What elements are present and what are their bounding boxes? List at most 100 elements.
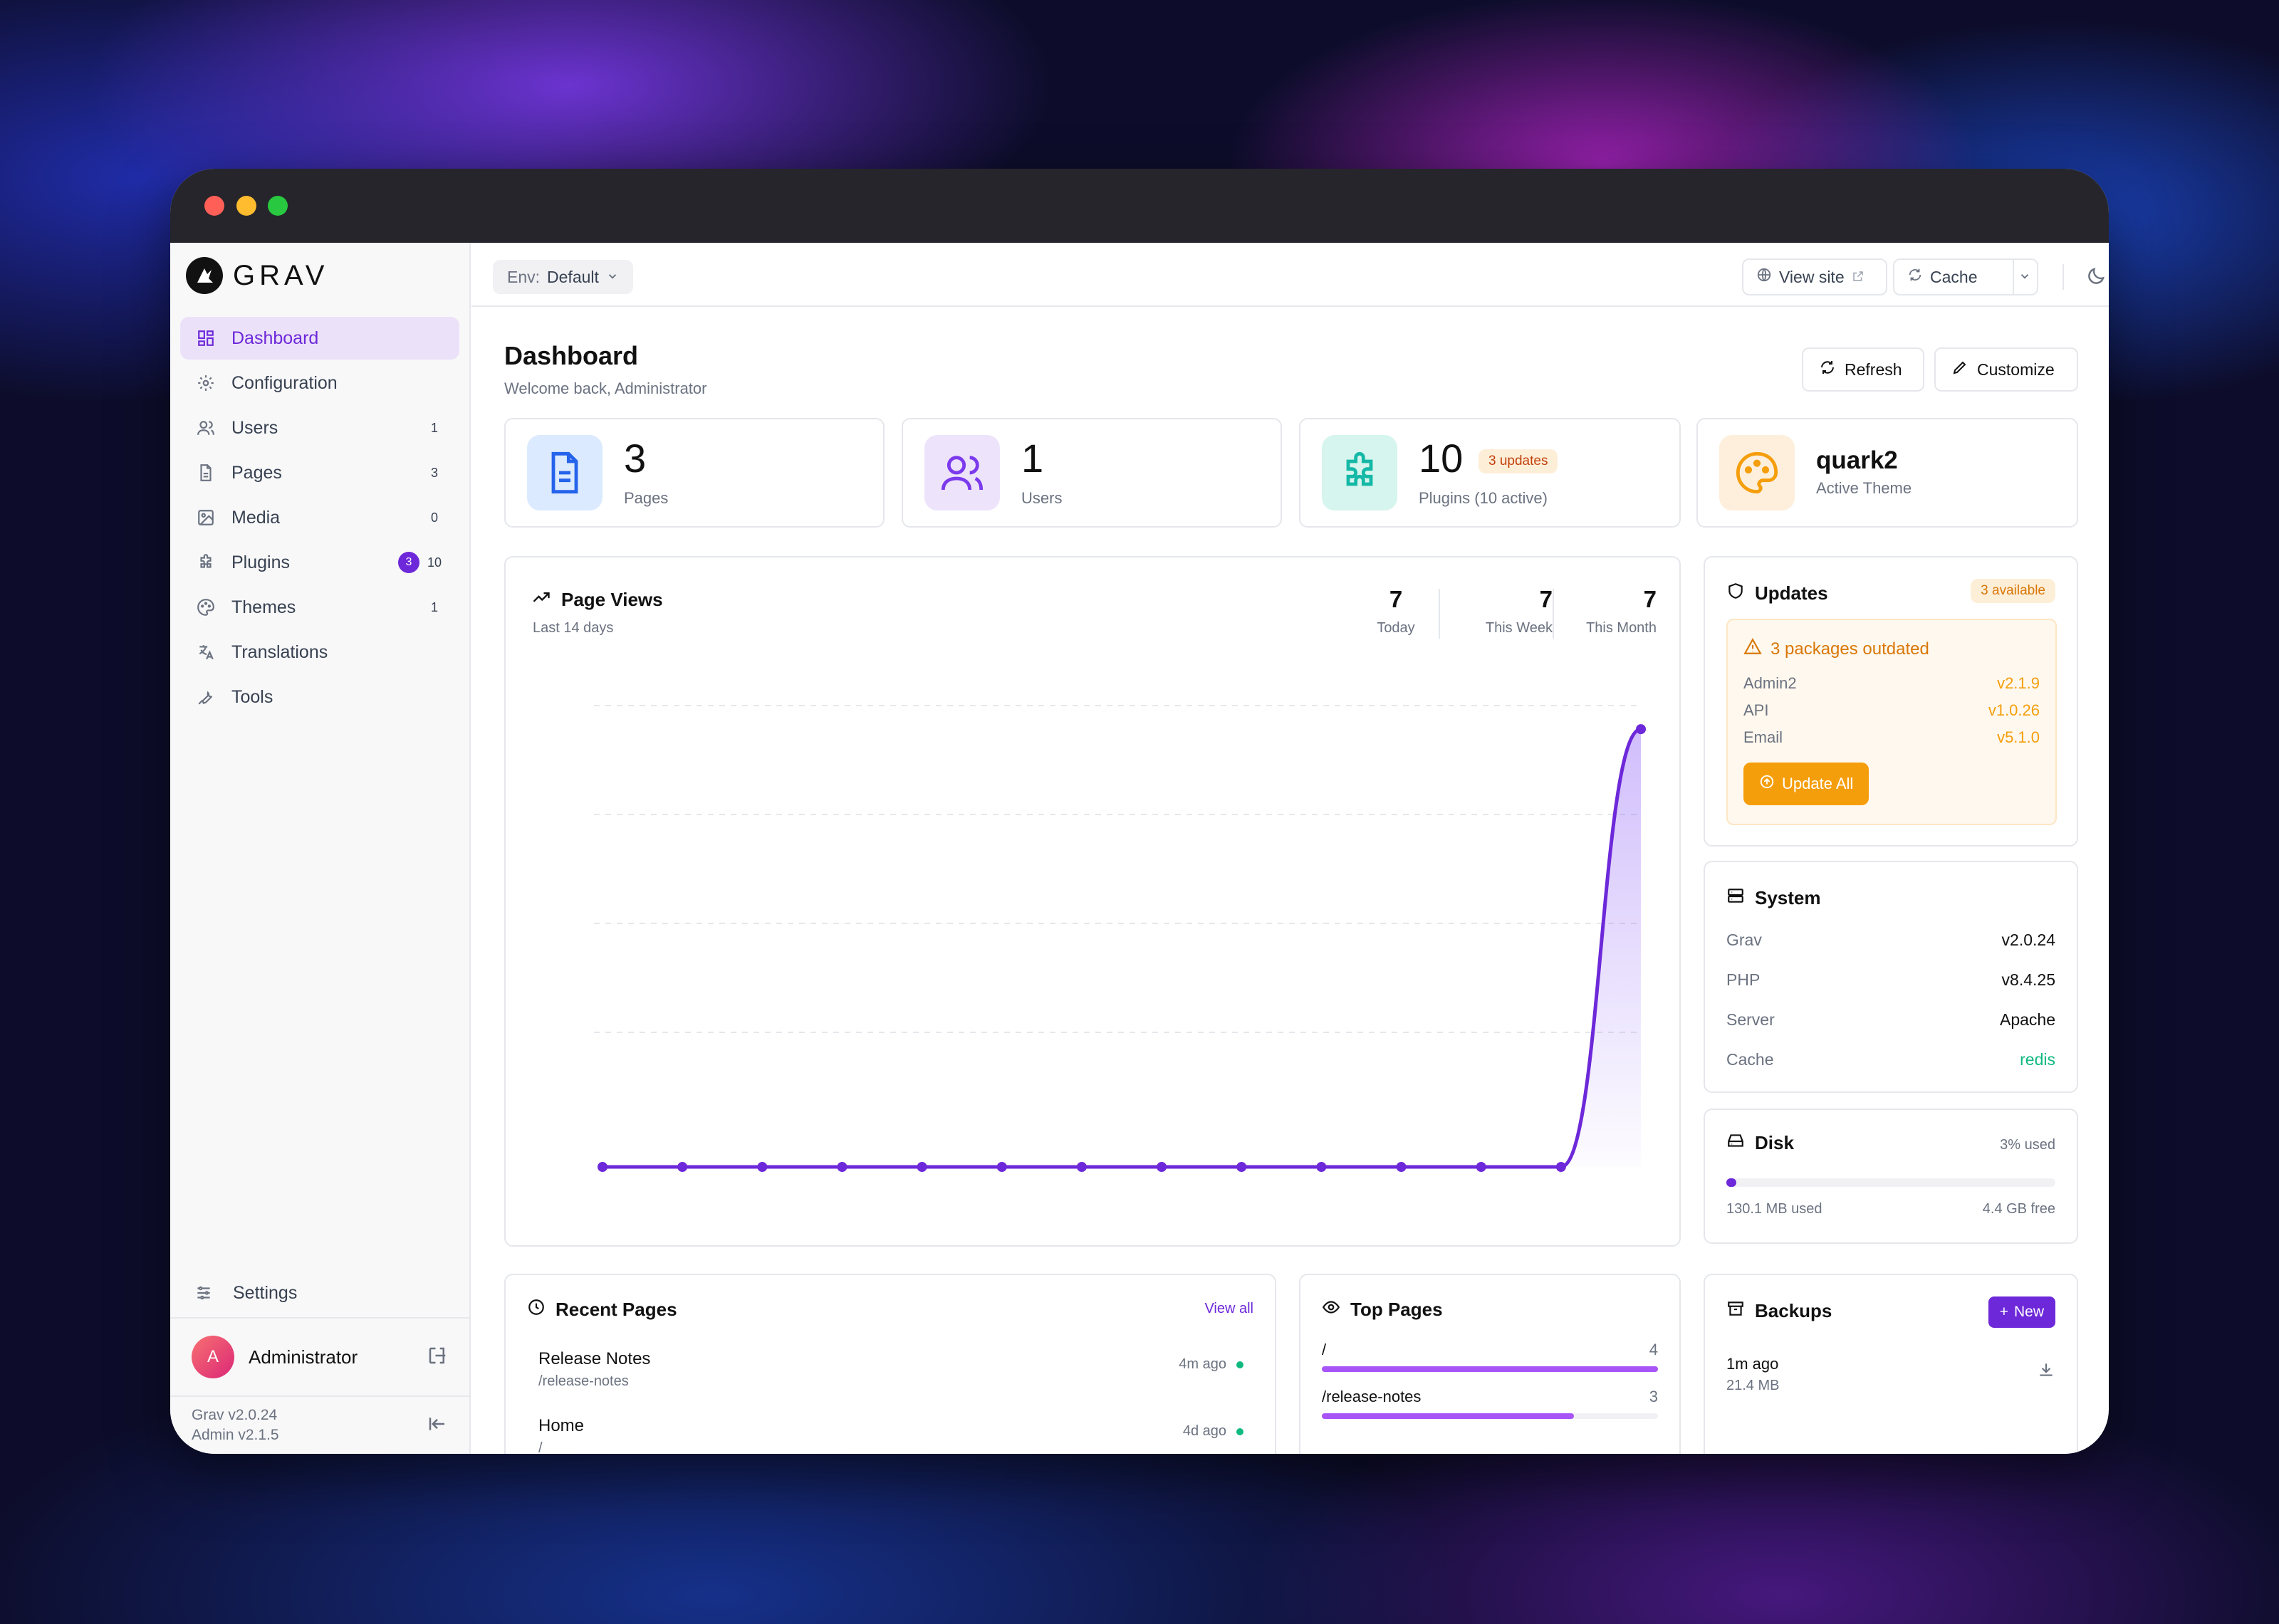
page-subtitle: Welcome back, Administrator: [504, 379, 707, 397]
sidebar-item-translations[interactable]: Translations: [180, 631, 459, 674]
pages-count: 3: [430, 465, 438, 480]
chart-point[interactable]: [1076, 1162, 1087, 1172]
chart-point[interactable]: [1396, 1162, 1407, 1172]
chart-point[interactable]: [598, 1162, 607, 1172]
settings-link[interactable]: Settings: [170, 1269, 469, 1319]
views-today-label: Today: [1377, 620, 1415, 636]
chart-point[interactable]: [1476, 1162, 1486, 1172]
list-item[interactable]: /release-notes 3: [1322, 1388, 1658, 1419]
sidebar-item-label: Media: [231, 507, 281, 528]
updates-title: Updates: [1755, 582, 1828, 604]
sidebar-item-themes[interactable]: Themes 1: [180, 586, 459, 629]
sidebar-item-plugins[interactable]: Plugins 3 10: [180, 541, 459, 584]
plugins-stat-card[interactable]: 10 3 updates Plugins (10 active): [1299, 418, 1681, 528]
top-bar: Env: Default View site Cache: [471, 243, 2109, 307]
recent-pages-card: Recent Pages View all Release Notes /rel…: [504, 1274, 1276, 1454]
external-link-icon: [1852, 268, 1865, 287]
sidebar-item-pages[interactable]: Pages 3: [180, 451, 459, 494]
file-icon: [527, 435, 603, 510]
recent-pages-title: Recent Pages: [556, 1299, 677, 1320]
chart-point[interactable]: [1636, 724, 1646, 735]
view-site-label: View site: [1779, 267, 1845, 286]
system-key: Server: [1726, 1010, 1775, 1029]
list-item[interactable]: / 4: [1322, 1341, 1658, 1372]
system-row: Server Apache: [1726, 1010, 2055, 1030]
system-value: v2.0.24: [2001, 931, 2055, 949]
chart-point[interactable]: [1236, 1162, 1247, 1172]
cache-dropdown-button[interactable]: [2013, 258, 2038, 295]
window-titlebar: [170, 169, 2109, 243]
chart-point[interactable]: [837, 1162, 848, 1172]
sidebar-item-label: Pages: [231, 462, 282, 483]
system-header: System: [1726, 886, 1821, 910]
sidebar-item-label: Configuration: [231, 372, 338, 393]
customize-button[interactable]: Customize: [1934, 347, 2078, 392]
sidebar-item-configuration[interactable]: Configuration: [180, 362, 459, 404]
minimize-window-button[interactable]: [236, 196, 256, 216]
sidebar-nav: Dashboard Configuration Users 1 Pages 3 …: [180, 317, 459, 721]
environment-select[interactable]: Env: Default: [493, 260, 633, 294]
system-key: PHP: [1726, 970, 1761, 989]
view-all-link[interactable]: View all: [1204, 1301, 1253, 1316]
views-today-value: 7: [1389, 586, 1403, 612]
sidebar-item-dashboard[interactable]: Dashboard: [180, 317, 459, 360]
user-name: Administrator: [249, 1346, 358, 1368]
page-title-text: Home: [538, 1416, 585, 1435]
page-views-subtitle: Last 14 days: [533, 620, 614, 636]
chart-point[interactable]: [996, 1162, 1007, 1172]
sidebar-item-media[interactable]: Media 0: [180, 496, 459, 539]
collapse-sidebar-icon[interactable]: [427, 1413, 448, 1438]
chart-point[interactable]: [1157, 1162, 1167, 1172]
view-site-button[interactable]: View site: [1742, 258, 1887, 295]
top-page-path: /release-notes: [1322, 1388, 1422, 1405]
page-views-chart[interactable]: [506, 557, 1682, 1248]
user-profile[interactable]: A Administrator: [170, 1319, 469, 1397]
chart-point[interactable]: [757, 1162, 768, 1172]
new-backup-button[interactable]: + New: [1988, 1296, 2055, 1328]
theme-stat-card[interactable]: quark2 Active Theme: [1696, 418, 2078, 528]
grav-logo[interactable]: GRAV: [186, 257, 328, 294]
theme-label: Active Theme: [1816, 479, 1912, 497]
download-icon[interactable]: [2037, 1361, 2055, 1383]
update-all-button[interactable]: Update All: [1743, 763, 1869, 805]
refresh-label: Refresh: [1845, 360, 1902, 379]
sidebar-item-users[interactable]: Users 1: [180, 407, 459, 449]
page-title: Dashboard: [504, 341, 639, 370]
cache-label: Cache: [1930, 267, 1978, 286]
puzzle-icon: [1322, 435, 1397, 510]
env-value: Default: [547, 267, 599, 286]
chart-area: [603, 729, 1641, 1167]
refresh-button[interactable]: Refresh: [1802, 347, 1924, 392]
chart-point[interactable]: [1555, 1162, 1566, 1172]
disk-header: Disk: [1726, 1131, 1794, 1155]
refresh-icon: [1819, 359, 1836, 380]
admin-version: Admin v2.1.5: [192, 1427, 279, 1443]
package-row: API v1.0.26: [1743, 701, 2040, 720]
chevron-down-icon: [2018, 268, 2031, 287]
sidebar-item-tools[interactable]: Tools: [180, 676, 459, 718]
plus-icon: +: [1999, 1304, 2008, 1320]
close-window-button[interactable]: [204, 196, 224, 216]
chart-point[interactable]: [677, 1162, 688, 1172]
env-label: Env:: [507, 267, 541, 286]
views-today: 7 Today: [1363, 586, 1429, 636]
cache-button[interactable]: Cache: [1893, 258, 2014, 295]
chart-point[interactable]: [917, 1162, 927, 1172]
system-row: PHP v8.4.25: [1726, 970, 2055, 990]
views-week-value: 7: [1539, 586, 1553, 612]
theme-toggle-moon-icon[interactable]: [2085, 266, 2107, 290]
system-key: Grav: [1726, 931, 1762, 949]
pages-stat-card[interactable]: 3 Pages: [504, 418, 885, 528]
chart-point[interactable]: [1316, 1162, 1327, 1172]
plugin-updates-badge: 3: [398, 552, 419, 573]
grav-version: Grav v2.0.24: [192, 1407, 278, 1423]
palette-icon: [1719, 435, 1795, 510]
logout-icon[interactable]: [427, 1345, 448, 1370]
users-stat-card[interactable]: 1 Users: [902, 418, 1282, 528]
list-item: 1m ago 21.4 MB: [1726, 1355, 2055, 1394]
list-item[interactable]: Home / 4d ago: [538, 1416, 1243, 1454]
plugins-count-value: 10: [1419, 436, 1464, 481]
maximize-window-button[interactable]: [268, 196, 288, 216]
themes-count: 1: [430, 599, 438, 614]
list-item[interactable]: Release Notes /release-notes 4m ago: [538, 1349, 1243, 1390]
